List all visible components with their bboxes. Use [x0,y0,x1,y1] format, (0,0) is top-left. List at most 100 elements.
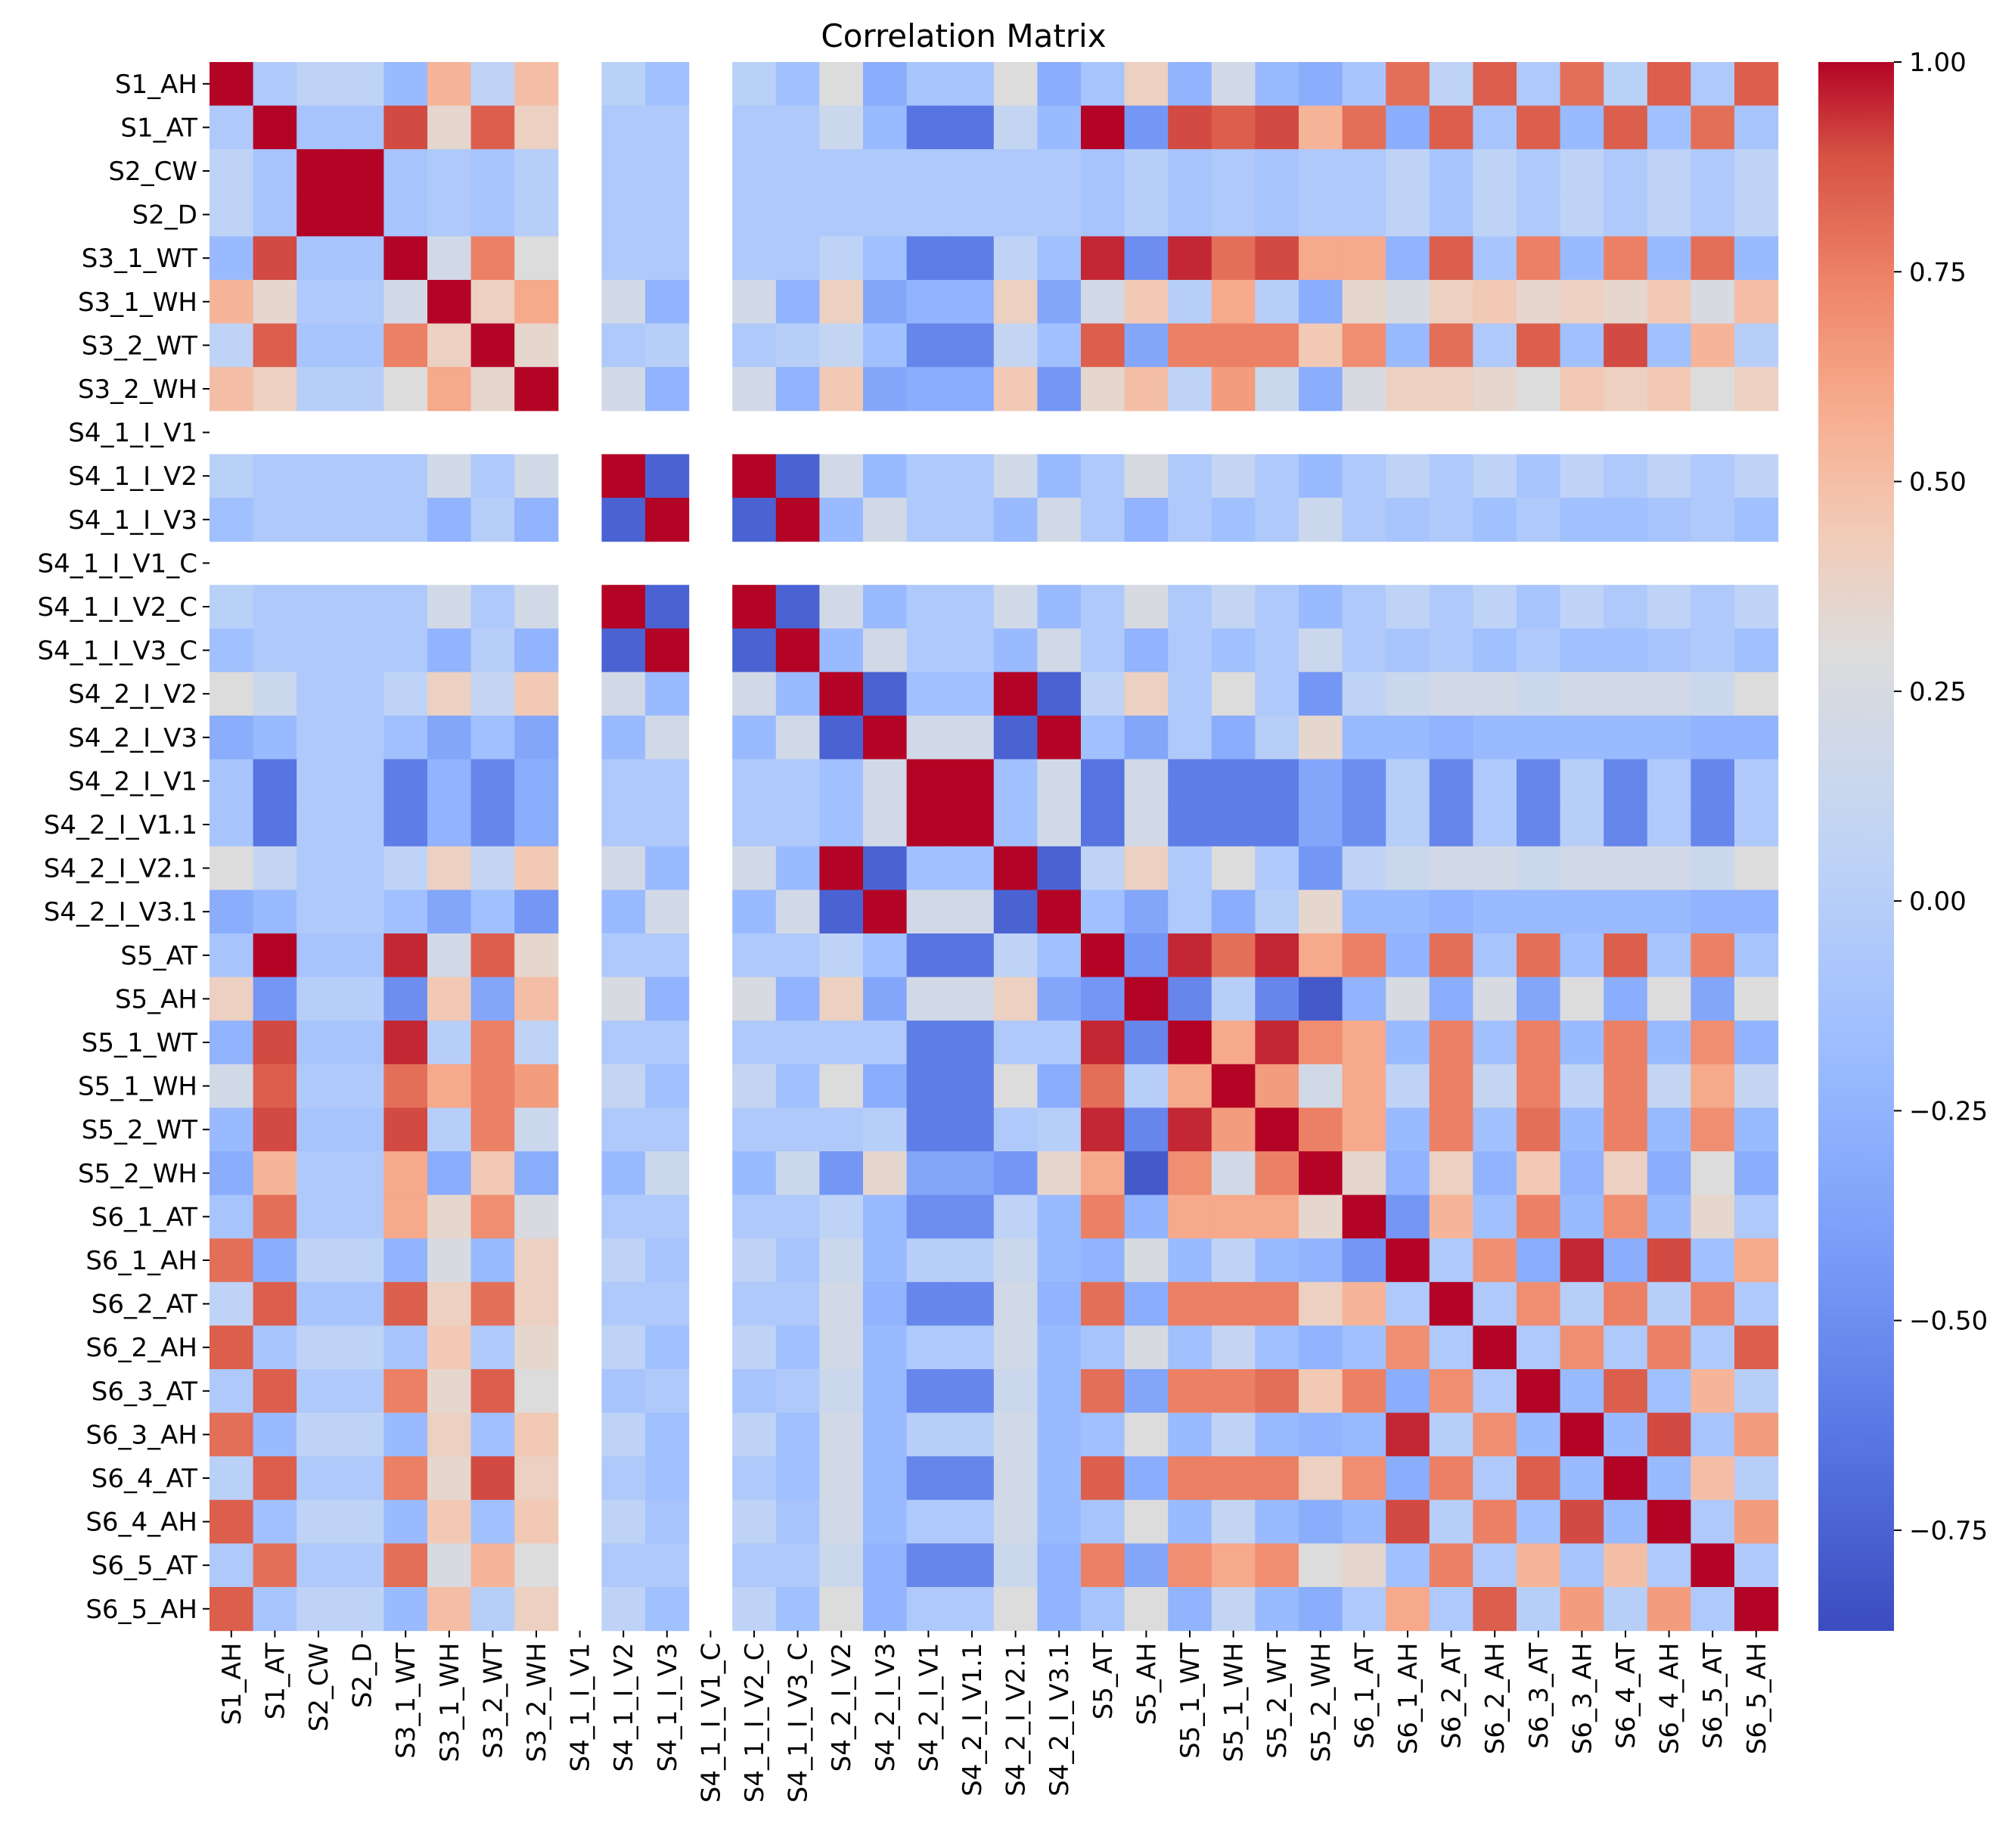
heatmap-cell [601,1587,646,1632]
heatmap-cell [775,628,820,672]
heatmap-cell [1081,192,1125,237]
heatmap-cell [1647,1456,1691,1501]
heatmap-cell [1604,890,1648,934]
heatmap-cell [906,759,951,803]
heatmap-cell [993,1151,1038,1196]
heatmap-cell [906,628,951,672]
heatmap-cell [732,1543,777,1588]
heatmap-cell [340,716,384,760]
heatmap-cell [1081,1194,1125,1239]
heatmap-cell [950,933,995,978]
heatmap-cell [1429,933,1473,978]
heatmap-cell [1037,1238,1082,1283]
heatmap-cell [383,803,428,847]
heatmap-cell [1386,498,1430,542]
heatmap-cell [340,280,384,325]
heatmap-cell [1255,323,1299,368]
heatmap-cell [297,1064,341,1108]
heatmap-cell [427,1412,472,1457]
heatmap-cell [1037,803,1082,847]
heatmap-cell [906,1369,951,1414]
heatmap-cell [470,1499,515,1544]
heatmap-cell [1211,280,1256,325]
heatmap-cell [645,236,690,281]
heatmap-cell [383,62,428,107]
heatmap-cell [1299,672,1343,716]
heatmap-cell [1647,1325,1691,1370]
heatmap-cell [1604,105,1648,150]
heatmap-cell [732,1456,777,1501]
heatmap-cell [1037,716,1082,760]
heatmap-cell [775,1543,820,1588]
heatmap-cell [297,803,341,847]
heatmap-cell [993,1325,1038,1370]
heatmap-cell [1342,62,1386,107]
y-tick-label: S5_2_WT [82,1115,197,1145]
heatmap-cell [950,890,995,934]
heatmap-cell [427,454,472,498]
heatmap-cell [1386,803,1430,847]
heatmap-cell [993,1456,1038,1501]
heatmap-cell [297,1456,341,1501]
heatmap-cell [1342,1064,1386,1108]
heatmap-cell [1386,236,1430,281]
x-tick-label: S6_5_AH [1742,1643,1772,1755]
heatmap-cell [1604,149,1648,194]
heatmap-cell [1299,367,1343,412]
heatmap-cell [1604,759,1648,803]
heatmap-cell [1429,323,1473,368]
heatmap-cell [1604,323,1648,368]
heatmap-cell [906,1281,951,1326]
heatmap-cell [1473,1020,1517,1065]
heatmap-cell [1734,716,1779,760]
heatmap-cell [775,1151,820,1196]
heatmap-cell [210,236,254,281]
heatmap-cell [1081,585,1125,629]
heatmap-cell [1604,1194,1648,1239]
heatmap-cell [470,1107,515,1152]
heatmap-cell [1734,672,1779,716]
heatmap-cell [253,1020,297,1065]
heatmap-cell [253,803,297,847]
heatmap-cell [1473,1238,1517,1283]
heatmap-cell [514,890,559,934]
heatmap-cell [1299,149,1343,194]
heatmap-cell [1124,890,1169,934]
heatmap-cell [1647,1587,1691,1632]
heatmap-cell [297,1151,341,1196]
heatmap-cell [383,192,428,237]
heatmap-cell [863,1020,908,1065]
heatmap-cell [993,933,1038,978]
heatmap-cell [1560,1412,1604,1457]
heatmap-cell [732,367,777,412]
heatmap-cell [1081,62,1125,107]
heatmap-cell [1560,1281,1604,1326]
heatmap-cell [1517,672,1561,716]
heatmap-cell [1734,1020,1779,1065]
heatmap-cell [427,672,472,716]
heatmap-cell [1342,933,1386,978]
heatmap-cell [1342,803,1386,847]
heatmap-cell [1081,628,1125,672]
heatmap-cell [253,628,297,672]
heatmap-cell [1604,803,1648,847]
heatmap-cell [210,105,254,150]
heatmap-cell [1342,672,1386,716]
heatmap-cell [383,149,428,194]
heatmap-cell [1037,1456,1082,1501]
heatmap-cell [1255,890,1299,934]
heatmap-cell [1473,149,1517,194]
heatmap-cell [1560,716,1604,760]
heatmap-cell [1429,192,1473,237]
y-tick-label: S5_AH [115,984,197,1014]
heatmap-cell [514,933,559,978]
heatmap-cell [1691,236,1735,281]
heatmap-cell [210,803,254,847]
heatmap-cell [1604,846,1648,890]
heatmap-cell [1473,890,1517,934]
heatmap-cell [645,846,690,890]
heatmap-cell [1124,62,1169,107]
heatmap-cell [340,498,384,542]
heatmap-cell [1604,628,1648,672]
heatmap-cell [863,1369,908,1414]
